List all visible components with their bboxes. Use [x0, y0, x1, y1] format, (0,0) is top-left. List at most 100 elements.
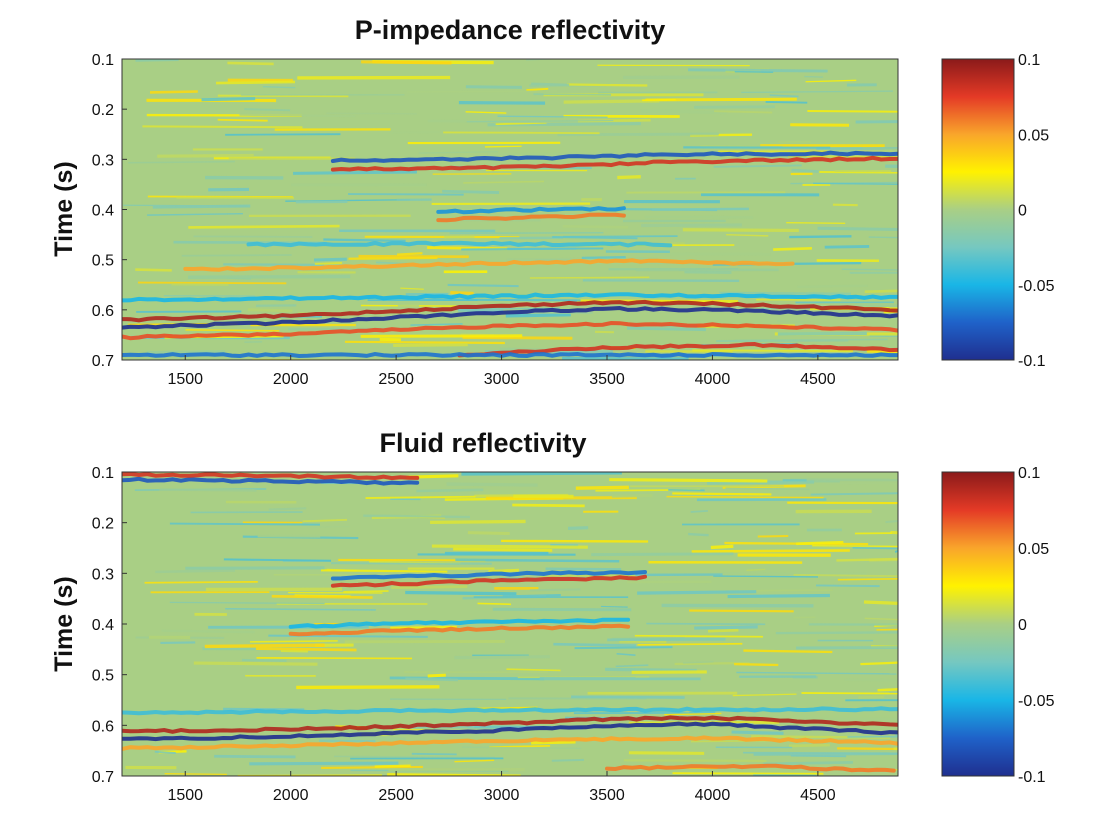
reflector-layer — [122, 59, 898, 360]
texture-streak — [790, 754, 847, 758]
texture-streak — [255, 647, 357, 652]
texture-streak — [694, 105, 775, 109]
y-tick-label: 0.1 — [92, 52, 114, 69]
texture-streak — [777, 331, 867, 336]
y-tick-label: 0.4 — [92, 203, 114, 220]
y-tick-labels: 0.1 0.2 0.3 0.4 0.5 0.6 0.7 — [92, 465, 127, 786]
texture-streak — [463, 180, 545, 184]
texture-streak — [241, 658, 287, 662]
texture-streak — [188, 224, 340, 229]
chart-title: P-impedance reflectivity — [355, 15, 666, 45]
texture-streak — [552, 236, 638, 240]
reflector — [122, 472, 420, 481]
texture-streak — [690, 510, 708, 513]
texture-streak — [449, 231, 604, 235]
texture-streak — [575, 485, 629, 490]
texture-streak — [465, 85, 522, 89]
texture-streak — [271, 594, 373, 599]
texture-streak — [323, 238, 406, 243]
fluid-panel: Fluid reflectivity Time (s) 0.1 0.2 0.3 0.4… — [50, 428, 1055, 804]
texture-streak — [581, 256, 626, 260]
texture-streak — [169, 522, 320, 526]
texture-streak — [605, 667, 697, 673]
texture-streak — [852, 547, 898, 550]
x-tick-label: 2000 — [273, 371, 309, 388]
texture-streak — [531, 82, 570, 87]
texture-streak — [458, 308, 504, 313]
texture-streak — [763, 761, 853, 766]
reflector — [605, 763, 896, 773]
reflector — [122, 706, 898, 716]
texture-streak — [692, 349, 853, 352]
texture-streak — [418, 298, 581, 302]
texture-streak — [707, 628, 739, 633]
x-tick-label: 4000 — [695, 371, 731, 388]
texture-streak — [591, 552, 734, 557]
texture-streak — [488, 568, 520, 573]
texture-streak — [860, 661, 898, 666]
texture-streak — [410, 323, 463, 326]
texture-streak — [885, 520, 898, 524]
texture-streak — [533, 93, 612, 96]
texture-streak — [466, 119, 614, 123]
texture-streak — [188, 274, 351, 279]
colorbar — [941, 58, 1015, 361]
texture-streak — [765, 101, 808, 104]
texture-streak — [672, 772, 824, 775]
texture-streak — [411, 752, 457, 756]
reflector — [246, 240, 673, 248]
texture-streak — [154, 750, 176, 755]
texture-streak — [651, 207, 749, 211]
colorbar-tick-label: 0.1 — [1018, 52, 1040, 69]
texture-streak — [142, 125, 303, 129]
texture-streak — [743, 751, 898, 755]
texture-streak — [157, 153, 254, 158]
texture-streak — [348, 256, 438, 260]
x-tick-label: 3000 — [484, 371, 520, 388]
texture-streak — [868, 236, 898, 239]
texture-streak — [146, 350, 226, 355]
texture-streak — [217, 118, 268, 122]
reflector — [122, 320, 898, 341]
texture-streak — [694, 625, 758, 630]
texture-streak — [497, 115, 608, 118]
texture-streak — [775, 631, 898, 635]
y-tick-label: 0.3 — [92, 152, 114, 169]
texture-streak — [361, 60, 452, 65]
texture-streak — [147, 212, 243, 216]
texture-streak — [247, 308, 293, 313]
texture-streak — [193, 235, 313, 238]
texture-streak — [374, 764, 411, 768]
texture-streak — [623, 759, 767, 762]
texture-streak — [788, 743, 830, 748]
texture-streak — [706, 480, 815, 485]
reflector — [122, 351, 898, 359]
texture-streak — [313, 257, 347, 262]
texture-streak — [161, 629, 255, 634]
texture-streak — [164, 773, 227, 776]
y-tick-label: 0.2 — [92, 102, 114, 119]
texture-streak — [600, 605, 628, 608]
heatmap-area — [122, 59, 898, 360]
texture-streak — [442, 189, 500, 194]
texture-streak — [571, 695, 685, 699]
reflector — [122, 292, 898, 303]
x-tick-label: 2500 — [378, 371, 414, 388]
texture-streak — [427, 673, 446, 678]
colorbar-tick-label: 0.05 — [1018, 541, 1049, 558]
reflector — [122, 715, 898, 734]
texture-streak — [256, 657, 413, 660]
y-tick-label: 0.3 — [92, 566, 114, 583]
texture-streak — [458, 101, 546, 105]
texture-streak — [467, 531, 510, 535]
texture-streak — [714, 110, 773, 114]
texture-streak — [877, 688, 898, 692]
texture-streak — [628, 751, 705, 755]
texture-streak — [731, 730, 784, 735]
x-tick-label: 1500 — [167, 787, 203, 804]
texture-streak — [333, 755, 495, 759]
reflector — [183, 258, 795, 272]
texture-streak — [640, 109, 727, 115]
texture-streak — [155, 569, 236, 574]
texture-streak — [682, 228, 799, 233]
